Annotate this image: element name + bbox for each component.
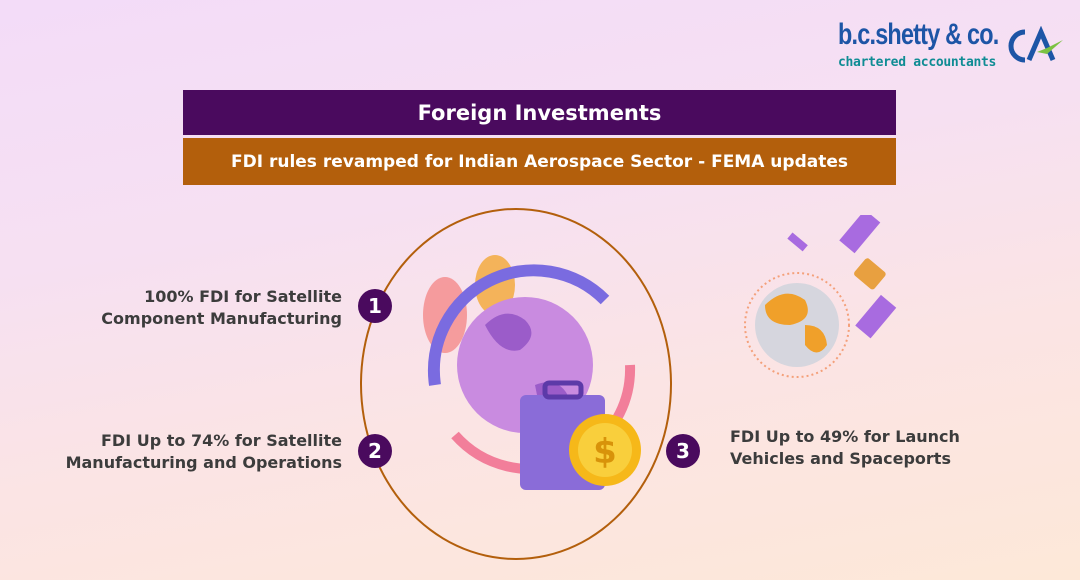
point-3-line1: FDI Up to 49% for Launch bbox=[730, 427, 960, 446]
circle-ring bbox=[360, 208, 672, 560]
ca-logo-icon bbox=[1008, 26, 1063, 63]
point-1-line1: 100% FDI for Satellite bbox=[144, 287, 342, 306]
point-2-line2: Manufacturing and Operations bbox=[65, 453, 342, 472]
point-1-text: 100% FDI for Satellite Component Manufac… bbox=[101, 286, 342, 330]
logo-name: b.c.shetty & co. bbox=[838, 18, 999, 51]
globe-investment-illustration: $ bbox=[423, 255, 641, 490]
point-3-line2: Vehicles and Spaceports bbox=[730, 449, 951, 468]
page-title: Foreign Investments bbox=[183, 90, 896, 135]
point-2-text: FDI Up to 74% for Satellite Manufacturin… bbox=[66, 430, 342, 474]
badge-1: 1 bbox=[358, 289, 392, 323]
svg-text:$: $ bbox=[593, 432, 617, 472]
badge-2: 2 bbox=[358, 434, 392, 468]
point-2-line1: FDI Up to 74% for Satellite bbox=[100, 431, 342, 450]
logo-tagline: chartered accountants bbox=[838, 55, 997, 70]
point-1-line2: Component Manufacturing bbox=[101, 309, 342, 328]
point-3-text: FDI Up to 49% for Launch Vehicles and Sp… bbox=[730, 426, 960, 470]
page-subtitle: FDI rules revamped for Indian Aerospace … bbox=[183, 138, 896, 185]
satellite-earth-illustration bbox=[744, 215, 897, 378]
badge-3: 3 bbox=[666, 434, 700, 468]
